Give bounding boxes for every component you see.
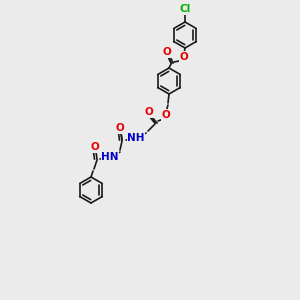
Text: O: O [163,47,171,57]
Text: O: O [162,110,170,120]
Text: O: O [116,123,124,133]
Text: O: O [180,52,188,62]
Text: O: O [145,107,153,117]
Text: Cl: Cl [179,4,191,14]
Text: O: O [91,142,99,152]
Text: NH: NH [127,133,145,143]
Text: HN: HN [101,152,119,162]
